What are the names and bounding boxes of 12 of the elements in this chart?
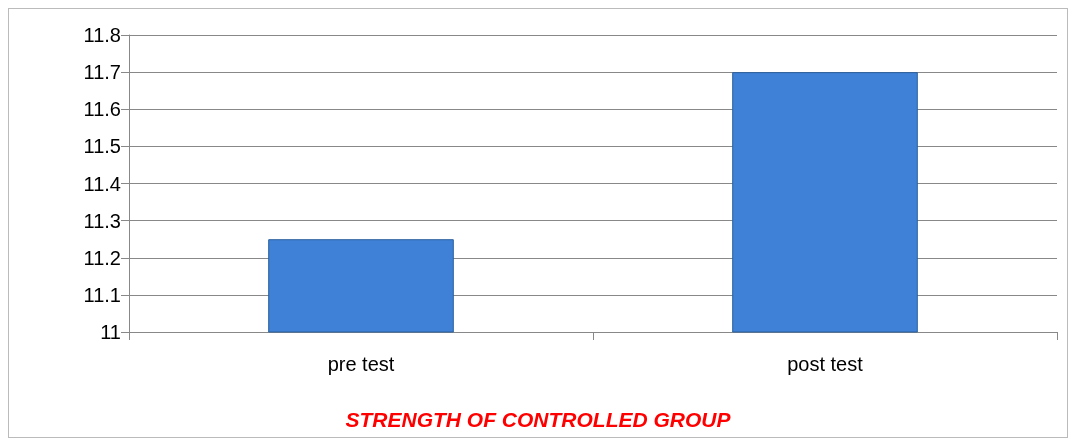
y-tick-label: 11 bbox=[100, 321, 121, 343]
x-tick-label: post test bbox=[787, 353, 864, 375]
y-tick-label: 11.4 bbox=[83, 172, 121, 195]
y-tick-label: 11.1 bbox=[83, 283, 121, 306]
y-tick-label: 11.2 bbox=[83, 246, 121, 269]
y-tick-label: 11.5 bbox=[83, 135, 121, 158]
text: STRENGTH OF CONTROLLED GROUP bbox=[345, 408, 732, 431]
y-tick-label: 11.6 bbox=[83, 98, 121, 121]
y-tick-label: 11.8 bbox=[83, 24, 121, 46]
y-tick-label: 11.7 bbox=[83, 61, 121, 84]
y-tick-label: 11.3 bbox=[83, 209, 121, 232]
x-tick-label: pre test bbox=[327, 353, 395, 375]
